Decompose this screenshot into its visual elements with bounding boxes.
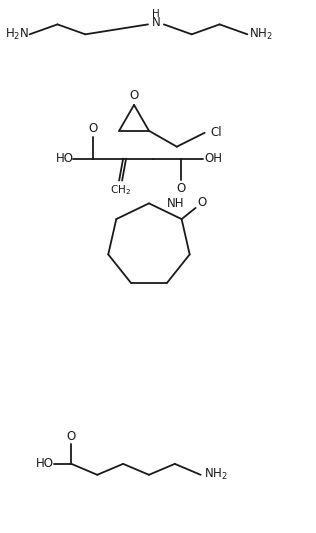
Text: HO: HO: [55, 152, 73, 165]
Text: $\mathrm{CH_2}$: $\mathrm{CH_2}$: [110, 183, 131, 197]
Text: O: O: [67, 430, 76, 442]
Text: O: O: [176, 182, 185, 195]
Text: H: H: [152, 10, 160, 19]
Text: O: O: [89, 122, 98, 135]
Text: $\mathrm{NH_2}$: $\mathrm{NH_2}$: [249, 27, 274, 42]
Text: HO: HO: [35, 457, 53, 470]
Text: $\mathrm{H_2N}$: $\mathrm{H_2N}$: [5, 27, 30, 42]
Text: NH: NH: [167, 197, 184, 210]
Text: O: O: [130, 90, 139, 102]
Text: $\mathrm{NH_2}$: $\mathrm{NH_2}$: [204, 467, 228, 482]
Text: N: N: [152, 16, 160, 29]
Text: Cl: Cl: [210, 126, 222, 139]
Text: O: O: [197, 197, 206, 209]
Text: OH: OH: [205, 152, 223, 165]
